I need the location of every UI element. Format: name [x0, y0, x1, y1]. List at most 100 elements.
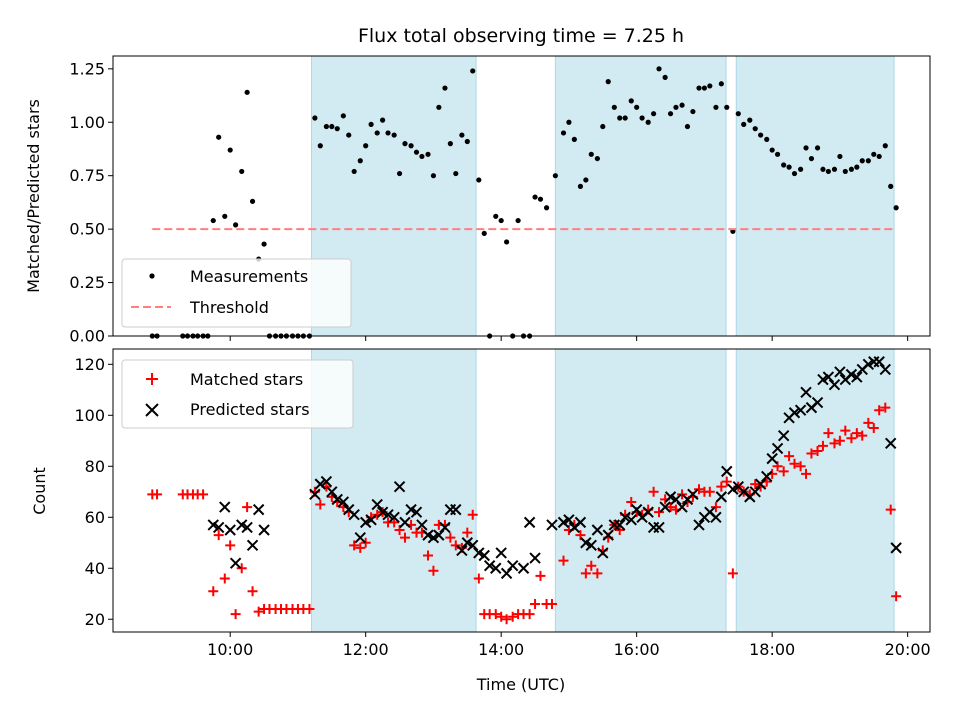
predicted-stars-point — [687, 488, 699, 501]
measurements-point — [442, 85, 448, 91]
measurements-point — [560, 130, 567, 136]
measurements-point — [566, 119, 572, 125]
predicted-stars-point — [715, 491, 728, 503]
measurements-point — [774, 151, 781, 157]
y-tick-label: 0.75 — [69, 166, 105, 185]
predicted-stars-point — [517, 562, 530, 574]
measurements-point — [334, 126, 340, 132]
measurements-point — [628, 98, 634, 104]
measurements-point — [837, 153, 843, 160]
legend-box — [121, 258, 352, 328]
measurements-point — [481, 230, 487, 237]
matched-stars-point — [580, 568, 591, 579]
x-axis-label: Time (UTC) — [476, 675, 565, 694]
matched-stars-point — [868, 423, 879, 434]
predicted-stars-point — [483, 560, 496, 572]
predicted-stars-point — [523, 516, 536, 529]
matched-stars-point — [450, 540, 461, 551]
measurements-point — [346, 132, 352, 138]
predicted-stars-point — [433, 529, 445, 541]
matched-stars-point — [462, 527, 473, 538]
predicted-stars-point — [766, 452, 778, 465]
matched-stars-point — [360, 537, 371, 548]
measurements-point — [368, 121, 374, 127]
y-tick-label: 100 — [74, 406, 105, 425]
predicted-stars-point — [890, 542, 902, 554]
matched-stars-point — [817, 440, 828, 451]
measurements-point — [842, 168, 848, 175]
predicted-stars-point — [822, 371, 835, 383]
measurements-point — [814, 145, 821, 151]
matched-stars-point — [213, 530, 224, 541]
predicted-stars-point — [834, 366, 846, 378]
matched-stars-point — [501, 614, 512, 625]
matched-stars-point — [496, 611, 507, 622]
matched-stars-point — [874, 405, 885, 416]
measurements-point — [667, 111, 674, 117]
predicted-stars-point — [619, 511, 631, 523]
predicted-stars-point — [450, 503, 462, 516]
x-tick-label: 14:00 — [478, 640, 524, 659]
shaded-interval — [554, 55, 727, 337]
measurements-point — [430, 173, 437, 179]
matched-stars-point — [592, 568, 603, 579]
measurements-point — [396, 170, 403, 177]
top-panel-shaded-intervals — [310, 55, 895, 337]
predicted-stars-point — [331, 493, 343, 506]
measurements-point — [747, 117, 753, 123]
matched-stars-point — [704, 486, 715, 497]
measurements-point — [391, 132, 397, 138]
measurements-point — [888, 183, 894, 189]
measurements-point — [583, 177, 589, 183]
measurements-point — [752, 126, 758, 132]
matched-stars-point — [445, 532, 456, 543]
predicted-stars-point — [585, 539, 597, 552]
matched-stars-point — [225, 540, 236, 551]
predicted-stars-point — [252, 503, 265, 516]
measurements-point — [769, 147, 775, 153]
predicted-stars-point — [309, 488, 321, 501]
matched-stars-point — [677, 489, 688, 500]
legend-label-predicted-stars: Predicted stars — [190, 400, 310, 419]
measurements-point — [594, 155, 600, 162]
measurements-point — [808, 155, 815, 162]
top-panel-legend: Measurements Threshold — [121, 258, 352, 328]
measurements-point — [459, 132, 465, 138]
matched-stars-point — [823, 428, 834, 439]
predicted-stars-point — [348, 509, 360, 521]
x-tick-label: 18:00 — [749, 640, 795, 659]
measurements-point — [724, 104, 730, 110]
y-tick-label: 60 — [85, 508, 105, 527]
bottom-panel-axes: 20 40 60 80 100 120 10:00 12:00 14:00 16:00 18:00 2… — [74, 355, 930, 659]
measurements-point — [425, 151, 431, 157]
measurements-point — [865, 158, 871, 164]
matched-stars-point — [423, 550, 434, 561]
matched-stars-point — [467, 509, 478, 520]
predicted-stars-point — [761, 470, 773, 483]
matched-stars-point — [750, 479, 761, 490]
measurements-point — [735, 111, 741, 117]
measurements-point — [464, 138, 470, 145]
measurements-point — [854, 164, 860, 170]
predicted-stars-point — [721, 465, 733, 478]
predicted-stars-point — [478, 549, 490, 562]
measurements-point — [622, 115, 628, 121]
measurements-point — [312, 115, 318, 121]
top-panel-frame — [112, 55, 931, 337]
y-tick-label: 20 — [85, 610, 105, 629]
measurements-point — [357, 158, 363, 164]
predicted-stars-point — [456, 544, 468, 557]
matched-stars-point — [863, 417, 874, 428]
measurements-point — [453, 170, 459, 177]
matched-stars-point — [801, 468, 812, 479]
predicted-stars-point — [873, 356, 885, 368]
shaded-interval — [735, 348, 895, 633]
y-tick-label: 1.25 — [69, 59, 105, 78]
y-tick-label: 120 — [74, 355, 105, 374]
shaded-interval — [735, 55, 895, 337]
measurements-point — [537, 196, 544, 202]
measurements-point — [825, 168, 831, 175]
predicted-stars-point — [811, 396, 824, 409]
measurements-point — [380, 117, 386, 123]
measurements-point — [385, 130, 391, 136]
